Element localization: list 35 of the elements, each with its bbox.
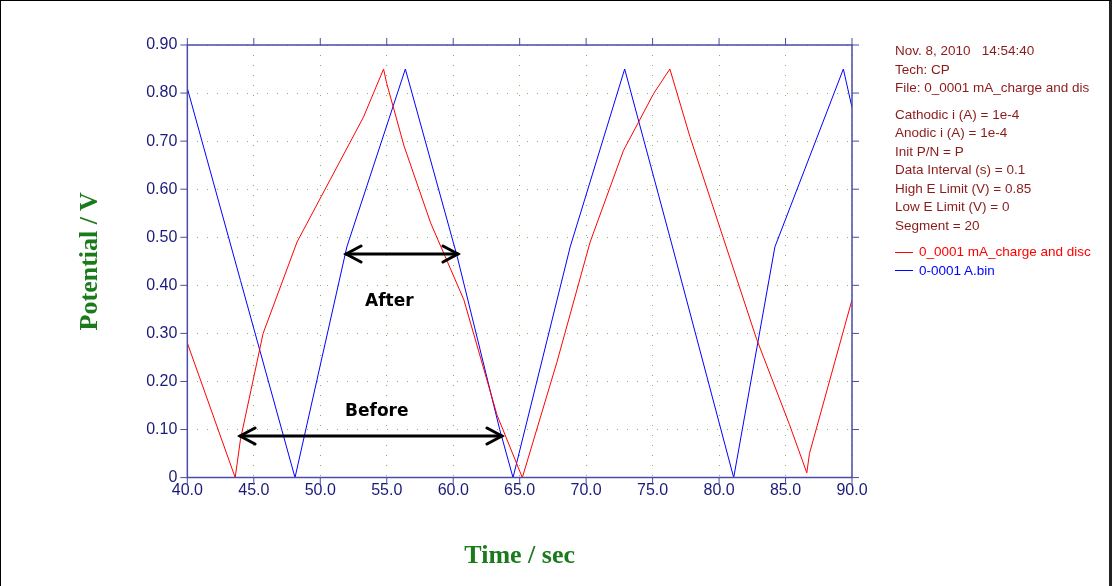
- y-tick-label: 0.90: [146, 35, 178, 53]
- y-tick-label: 0.30: [146, 323, 178, 341]
- x-axis-title: Time / sec: [464, 540, 576, 570]
- text: File: 0_0001 mA_charge and dis: [895, 79, 1091, 97]
- x-tick-label: 85.0: [769, 480, 802, 498]
- x-tick-label: 75.0: [637, 480, 669, 498]
- legend-label: 0-0001 A.bin: [919, 261, 995, 280]
- y-tick-label: 0.80: [146, 83, 178, 101]
- x-tick-label: 65.0: [504, 480, 536, 498]
- annotation: After: [365, 290, 414, 310]
- x-tick-label: 50.0: [304, 480, 336, 498]
- text: High E Limit (V) = 0.85: [895, 179, 1033, 198]
- text: Low E Limit (V) = 0: [895, 198, 1011, 216]
- text: Tech: CP: [895, 60, 951, 79]
- y-tick-label: 0.40: [146, 275, 178, 293]
- text: Init P/N = P: [895, 142, 965, 161]
- x-tick-label: 45.0: [238, 480, 270, 498]
- text: Nov. 8, 2010 14:54:40: [895, 42, 1036, 60]
- text: Anodic i (A) = 1e-4: [895, 124, 1009, 142]
- x-tick-label: 55.0: [371, 480, 403, 498]
- y-tick-label: 0.60: [146, 179, 178, 197]
- y-tick-label: 0.70: [146, 131, 178, 149]
- y-axis-title: Potential / V: [74, 191, 104, 331]
- text: Segment = 20: [895, 216, 981, 235]
- x-tick-label: 70.0: [570, 480, 602, 498]
- text: Data Interval (s) = 0.1: [895, 161, 1027, 179]
- annotation: Before: [345, 400, 409, 420]
- x-tick-label: 60.0: [437, 480, 469, 498]
- y-tick-label: 0.10: [146, 419, 178, 437]
- text: Cathodic i (A) = 1e-4: [895, 105, 1021, 124]
- legend-label: 0_0001 mA_charge and disc: [919, 243, 1091, 261]
- x-tick-label: 80.0: [703, 480, 735, 498]
- x-tick-label: 90.0: [836, 480, 868, 498]
- y-tick-label: 0.20: [146, 371, 178, 389]
- y-tick-label: 0.50: [146, 227, 178, 245]
